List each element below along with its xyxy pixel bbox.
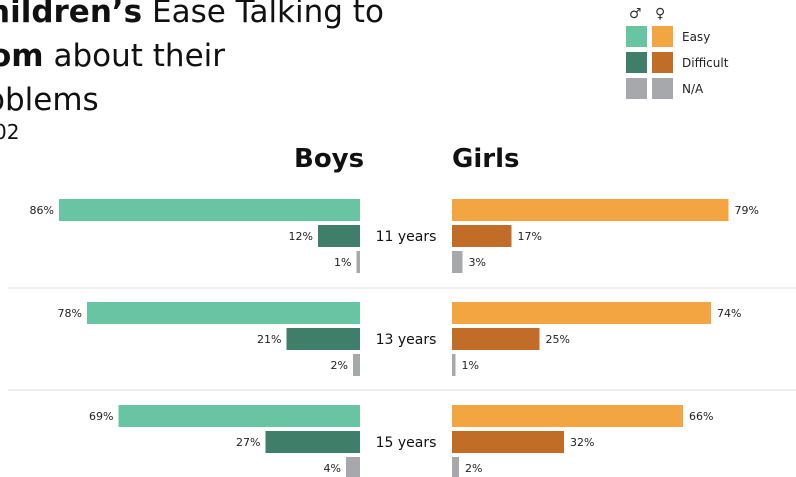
value-label-boys: 1% — [334, 256, 351, 269]
value-label-girls: 79% — [735, 204, 759, 217]
value-label-girls: 17% — [518, 230, 542, 243]
legend-swatch-girls-difficult — [652, 52, 673, 73]
value-label-girls: 74% — [717, 307, 741, 320]
bar-boys-easy — [59, 199, 360, 221]
value-label-boys: 86% — [30, 204, 54, 217]
female-symbol-icon: ♀ — [655, 6, 666, 22]
value-label-girls: 1% — [462, 359, 479, 372]
value-label-boys: 2% — [331, 359, 348, 372]
legend-label-difficult: Difficult — [682, 56, 729, 70]
bar-boys-difficult — [286, 328, 360, 350]
bar-girls-easy — [452, 405, 683, 427]
value-label-girls: 25% — [546, 333, 570, 346]
legend-label-easy: Easy — [682, 30, 711, 44]
value-label-girls: 3% — [469, 256, 486, 269]
age-group-label: 13 years — [376, 332, 437, 348]
legend-swatch-girls-easy — [652, 26, 673, 47]
legend-swatch-girls-na — [652, 78, 673, 99]
title-bold-part: om — [0, 38, 44, 74]
bar-boys-easy — [118, 405, 360, 427]
value-label-boys: 4% — [324, 462, 341, 475]
age-group-label: 15 years — [376, 435, 437, 451]
value-label-girls: 32% — [570, 436, 594, 449]
bar-boys-easy — [87, 302, 360, 324]
legend-swatch-boys-difficult — [626, 52, 647, 73]
bar-girls-na — [452, 251, 463, 273]
bar-girls-na — [452, 354, 456, 376]
bar-boys-na — [356, 251, 360, 273]
value-label-girls: 2% — [465, 462, 482, 475]
title-rest-part: about their — [43, 38, 225, 74]
legend-swatch-boys-na — [626, 78, 647, 99]
bar-girls-na — [452, 457, 459, 477]
bar-boys-na — [353, 354, 360, 376]
girls-column-heading: Girls — [452, 144, 520, 174]
title-rest-part: Ease Talking to — [142, 0, 384, 30]
boys-column-heading: Boys — [294, 144, 365, 174]
bar-girls-difficult — [452, 431, 564, 453]
value-label-boys: 27% — [236, 436, 260, 449]
chart-title-line-2: om about their — [0, 38, 225, 74]
age-group-label: 11 years — [376, 229, 437, 245]
bar-girls-easy — [452, 302, 711, 324]
chart-title-line-3: oblems — [0, 82, 99, 118]
chart-title-line-1: hildren’s Ease Talking to — [0, 0, 384, 30]
bar-girls-difficult — [452, 225, 512, 247]
chart-subtitle: 02 — [0, 120, 20, 144]
bar-boys-difficult — [318, 225, 360, 247]
legend-label-na: N/A — [682, 82, 704, 96]
value-label-boys: 21% — [257, 333, 281, 346]
title-bold-part: hildren’s — [0, 0, 143, 30]
male-symbol-icon: ♂ — [629, 6, 642, 22]
value-label-boys: 78% — [58, 307, 82, 320]
value-label-girls: 66% — [689, 410, 713, 423]
value-label-boys: 69% — [89, 410, 113, 423]
legend-swatch-boys-easy — [626, 26, 647, 47]
bar-boys-na — [346, 457, 360, 477]
value-label-boys: 12% — [289, 230, 313, 243]
bar-girls-difficult — [452, 328, 540, 350]
bar-girls-easy — [452, 199, 729, 221]
bar-boys-difficult — [265, 431, 360, 453]
